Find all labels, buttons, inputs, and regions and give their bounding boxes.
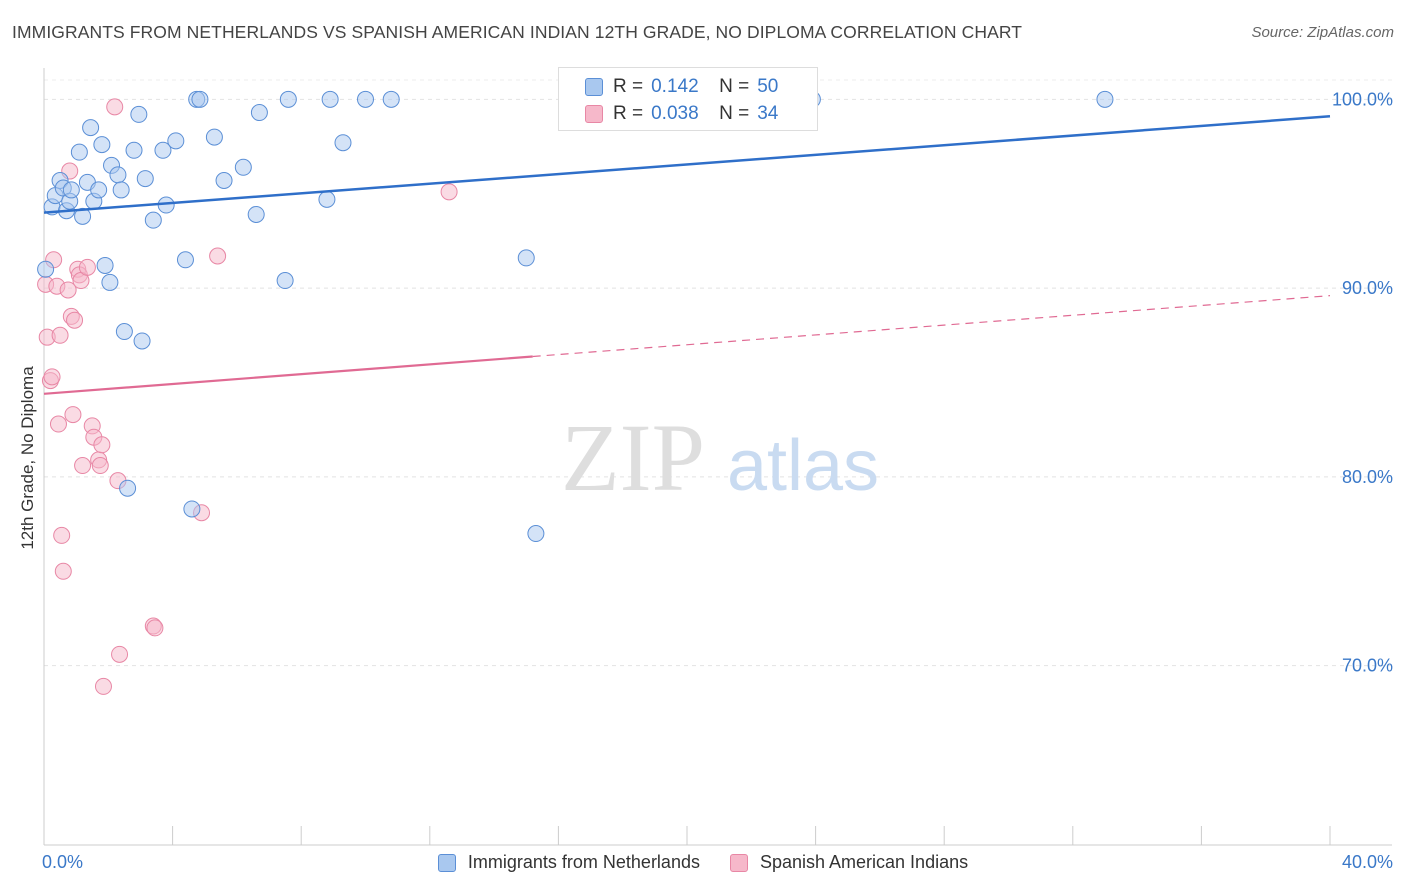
pink-data-point — [59, 281, 77, 299]
pink-data-point — [209, 247, 227, 265]
pink-data-point — [51, 326, 69, 344]
blue-data-point — [90, 181, 108, 199]
y-tick-label: 80.0% — [1342, 467, 1393, 487]
pink-data-point — [74, 457, 92, 475]
legend-n-label: N = — [719, 103, 750, 124]
pink-data-point — [53, 526, 71, 544]
blue-data-point — [62, 181, 80, 199]
axes — [43, 68, 1392, 846]
blue-data-point — [70, 143, 88, 161]
y-axis-label: 12th Grade, No Diploma — [18, 366, 37, 550]
blue-data-point — [136, 170, 154, 188]
blue-data-point — [112, 181, 130, 199]
blue-data-point — [234, 158, 252, 176]
pink-data-point — [146, 619, 164, 637]
blue-data-point — [125, 141, 143, 159]
pink-data-point — [440, 183, 458, 201]
legend-row-pink: R = 0.038 N = 34 — [585, 100, 778, 128]
pink-data-point — [49, 415, 67, 433]
pink-trend-line-dashed — [532, 295, 1331, 358]
legend: R = 0.142 N = 50 R = 0.038 N = 34 — [558, 67, 818, 131]
legend-n-value: 50 — [757, 76, 779, 97]
y-tick-label: 90.0% — [1342, 278, 1393, 298]
watermark-atlas: atlas — [727, 426, 879, 506]
pink-data-point — [94, 677, 112, 695]
blue-data-point — [527, 525, 545, 543]
bottom-legend-swatch-blue — [437, 853, 456, 872]
blue-data-point — [115, 323, 133, 341]
blue-series-points — [37, 90, 1114, 543]
x-tick-label-max: 40.0% — [1341, 852, 1393, 872]
y-tick-labels: 70.0% 80.0% 90.0% 100.0% — [1332, 89, 1393, 675]
bottom-legend-label-blue: Immigrants from Netherlands — [467, 852, 700, 872]
blue-data-point — [183, 500, 201, 518]
blue-data-point — [250, 104, 268, 122]
blue-data-point — [82, 119, 100, 137]
blue-data-point — [176, 251, 194, 269]
legend-r-label: R = — [613, 76, 644, 97]
pink-data-point — [64, 406, 82, 424]
pink-data-point — [106, 98, 124, 116]
blue-data-point — [357, 90, 374, 108]
bottom-legend: Immigrants from Netherlands Spanish Amer… — [0, 852, 1406, 873]
blue-data-point — [247, 205, 265, 223]
watermark-zip: ZIP — [561, 404, 705, 511]
blue-data-point — [74, 207, 92, 225]
blue-data-point — [37, 260, 55, 278]
legend-swatch-blue — [585, 78, 603, 96]
blue-data-point — [517, 249, 535, 267]
blue-data-point — [1096, 90, 1114, 108]
pink-data-point — [66, 311, 84, 329]
watermark: ZIP atlas — [561, 404, 879, 511]
blue-data-point — [144, 211, 162, 229]
y-tick-label: 100.0% — [1332, 89, 1393, 109]
blue-data-point — [321, 90, 339, 108]
legend-n-label: N = — [719, 76, 750, 97]
blue-data-point — [334, 134, 352, 152]
blue-data-point — [96, 256, 114, 274]
blue-data-point — [133, 332, 151, 350]
blue-data-point — [130, 105, 148, 123]
blue-data-point — [215, 171, 233, 189]
bottom-legend-item-pink: Spanish American Indians — [729, 852, 969, 873]
blue-data-point — [93, 136, 111, 154]
blue-trend-line — [43, 115, 1331, 214]
pink-data-point — [54, 562, 72, 580]
legend-r-label: R = — [613, 103, 644, 124]
blue-data-point — [167, 132, 185, 150]
blue-data-point — [205, 128, 223, 146]
blue-data-point — [382, 90, 400, 108]
pink-trend-line-solid — [43, 355, 533, 395]
pink-data-point — [93, 436, 111, 454]
pink-series-points — [37, 98, 458, 695]
blue-data-point — [318, 190, 336, 208]
blue-data-point — [191, 90, 209, 108]
blue-data-point — [101, 273, 119, 291]
pink-data-point — [43, 368, 61, 386]
source-label: Source: ZipAtlas.com — [1251, 24, 1394, 41]
blue-data-point — [109, 166, 127, 184]
legend-swatch-pink — [585, 105, 603, 123]
legend-n-value: 34 — [757, 103, 779, 124]
bottom-legend-item-blue: Immigrants from Netherlands — [437, 852, 700, 873]
pink-data-point — [111, 645, 129, 663]
legend-r-value: 0.038 — [651, 103, 699, 124]
blue-data-point — [154, 141, 172, 159]
blue-data-point — [279, 90, 297, 108]
pink-data-point — [78, 258, 96, 276]
x-tick-label-min: 0.0% — [42, 852, 84, 872]
pink-data-point — [91, 457, 109, 475]
bottom-legend-label-pink: Spanish American Indians — [759, 852, 969, 872]
blue-data-point — [119, 479, 137, 497]
chart-title: IMMIGRANTS FROM NETHERLANDS VS SPANISH A… — [12, 22, 1023, 42]
blue-data-point — [276, 272, 294, 290]
bottom-legend-swatch-pink — [729, 853, 748, 872]
trend-lines — [43, 115, 1331, 395]
legend-row-blue: R = 0.142 N = 50 — [585, 73, 778, 101]
y-tick-label: 70.0% — [1342, 656, 1393, 676]
legend-r-value: 0.142 — [651, 76, 699, 97]
